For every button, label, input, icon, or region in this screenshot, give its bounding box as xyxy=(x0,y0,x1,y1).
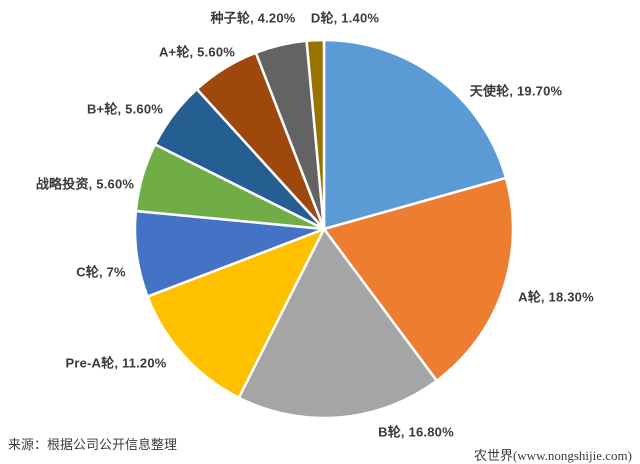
slice-label-seed-round: 种子轮, 4.20% xyxy=(210,10,296,26)
pie-slice-9 xyxy=(305,38,326,231)
slice-label-pre-a: Pre-A轮, 11.20% xyxy=(65,355,167,371)
slice-label-b-plus: B+轮, 5.60% xyxy=(86,101,164,117)
slice-label-series-b: B轮, 16.80% xyxy=(378,424,454,440)
slice-label-a-plus: A+轮, 5.60% xyxy=(158,44,236,60)
pie-slice-1 xyxy=(322,176,515,382)
slice-label-series-a: A轮, 18.30% xyxy=(518,289,594,305)
slice-label-angel-round: 天使轮, 19.70% xyxy=(469,83,563,99)
pie-slice-3 xyxy=(146,227,326,399)
pie-slice-2 xyxy=(237,227,438,420)
slice-label-series-d: D轮, 1.40% xyxy=(310,10,380,26)
slice-label-series-c: C轮, 7% xyxy=(76,264,126,280)
source-note: 来源：根据公司公开信息整理 xyxy=(8,437,178,452)
pie-slice-0 xyxy=(322,38,508,231)
watermark: 农世界(www.nongshijie.com) xyxy=(473,448,632,463)
slice-label-strategic: 战略投资, 5.60% xyxy=(35,176,135,192)
